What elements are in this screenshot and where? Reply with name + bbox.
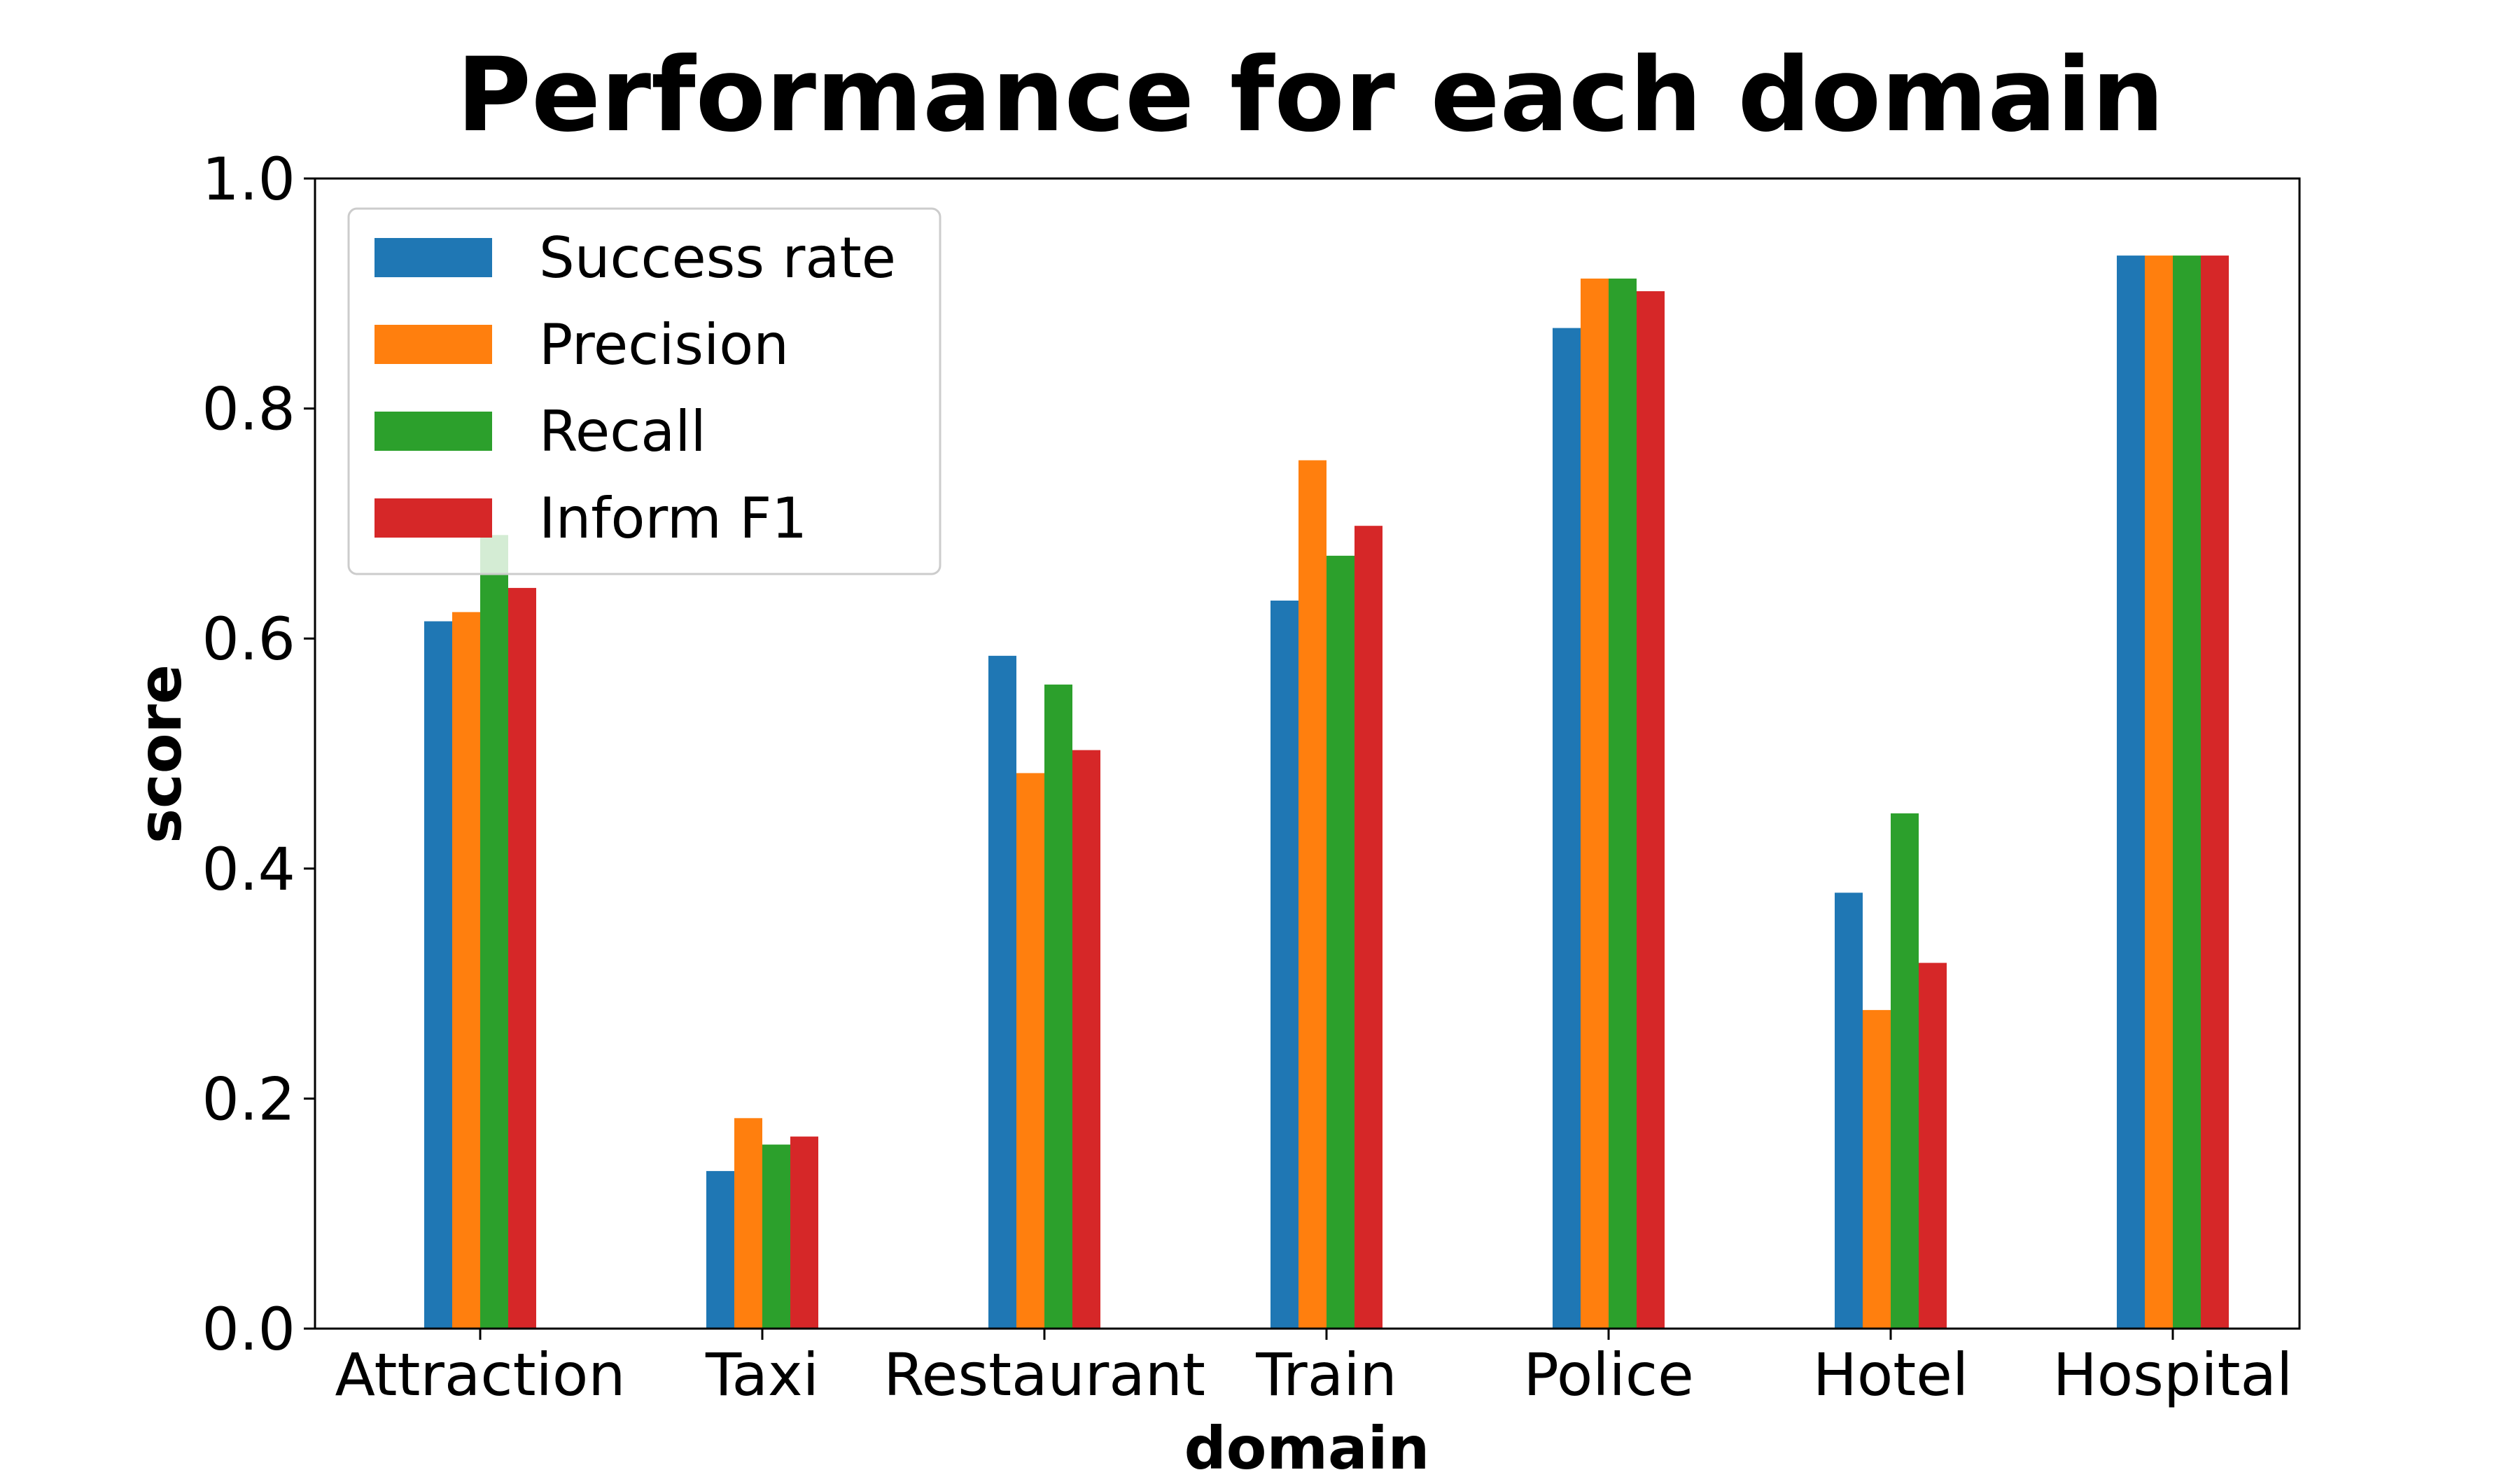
bar-police-precision <box>1581 278 1609 1329</box>
bar-restaurant-recall <box>1044 684 1072 1329</box>
legend-box <box>347 207 941 575</box>
legend-label-precision: Precision <box>539 312 789 377</box>
x-tick-label-hospital: Hospital <box>2053 1340 2293 1409</box>
bar-restaurant-inform-f1 <box>1072 750 1100 1329</box>
legend-swatch-inform-f1 <box>374 498 492 538</box>
bar-police-recall <box>1609 278 1637 1329</box>
bar-taxi-success-rate <box>706 1170 734 1329</box>
bar-hotel-recall <box>1891 813 1919 1329</box>
bar-hotel-success-rate <box>1835 892 1863 1329</box>
y-tick-label: 0.8 <box>202 375 295 444</box>
bar-hospital-precision <box>2145 255 2173 1329</box>
legend-label-recall: Recall <box>539 399 706 464</box>
y-tick-label: 1.0 <box>202 145 295 214</box>
bar-hotel-precision <box>1863 1009 1891 1329</box>
bar-attraction-recall <box>480 535 508 1329</box>
y-tick-label: 0.6 <box>202 605 295 673</box>
x-tick-label-hotel: Hotel <box>1813 1340 1969 1409</box>
bar-taxi-inform-f1 <box>790 1136 818 1329</box>
legend-swatch-success-rate <box>374 238 492 277</box>
bar-restaurant-success-rate <box>988 655 1016 1329</box>
chart-title: Performance for each domain <box>456 36 2164 155</box>
bars-layer <box>424 255 2229 1329</box>
bar-train-precision <box>1298 460 1326 1329</box>
bar-police-inform-f1 <box>1637 291 1665 1329</box>
x-axis-label: domain <box>1184 1414 1430 1470</box>
bar-hospital-success-rate <box>2117 255 2145 1329</box>
bar-hospital-inform-f1 <box>2201 255 2229 1329</box>
x-tick-label-police: Police <box>1523 1340 1694 1409</box>
y-tick-label: 0.4 <box>202 835 295 904</box>
bar-taxi-precision <box>734 1118 762 1329</box>
bar-attraction-success-rate <box>424 621 452 1329</box>
bar-attraction-precision <box>452 612 480 1329</box>
bar-police-success-rate <box>1553 328 1581 1329</box>
y-tick-label: 0.2 <box>202 1065 295 1133</box>
ticks-layer: 0.0 0.2 0.4 0.6 0.8 1.0 Attraction Taxi Restaura… <box>202 145 2292 1409</box>
x-tick-label-train: Train <box>1255 1340 1397 1409</box>
legend-swatch-precision <box>374 325 492 364</box>
bar-hotel-inform-f1 <box>1919 962 1947 1329</box>
bar-hospital-recall <box>2173 255 2201 1329</box>
legend-label-inform-f1: Inform F1 <box>539 486 807 551</box>
y-axis-label: score <box>126 664 195 844</box>
x-tick-label-restaurant: Restaurant <box>883 1340 1205 1409</box>
x-tick-label-taxi: Taxi <box>705 1340 819 1409</box>
bar-train-success-rate <box>1270 600 1298 1329</box>
bar-train-inform-f1 <box>1354 526 1382 1329</box>
legend-swatch-recall <box>374 412 492 451</box>
bar-restaurant-precision <box>1016 773 1044 1329</box>
legend-items: Success rate Precision Recall Inform F1 <box>374 225 896 551</box>
legend: Success rate Precision Recall Inform F1 <box>347 207 941 575</box>
x-tick-label-attraction: Attraction <box>335 1340 626 1409</box>
plot-frame <box>314 177 2301 1330</box>
bar-train-recall <box>1326 555 1354 1329</box>
legend-label-success-rate: Success rate <box>539 225 896 290</box>
bar-taxi-recall <box>762 1144 790 1329</box>
y-tick-label: 0.0 <box>202 1295 295 1364</box>
bar-attraction-inform-f1 <box>508 587 536 1329</box>
